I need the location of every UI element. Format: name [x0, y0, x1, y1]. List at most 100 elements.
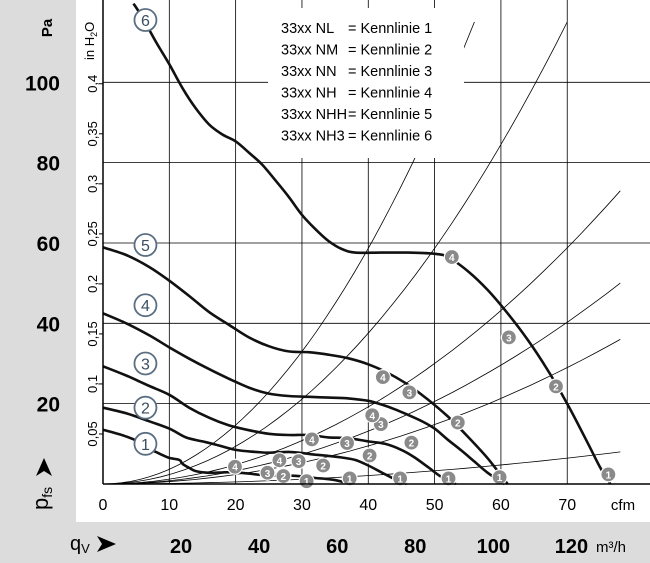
curve-label-circle-4: [133, 293, 158, 318]
cfm-tick-label: 70: [558, 497, 576, 514]
operating-point-marker: [443, 248, 460, 266]
legend-model: 33xx NHH: [281, 107, 347, 123]
left-tick-label: 20: [37, 394, 60, 417]
inner-tick-label: 0,35: [85, 121, 100, 146]
operating-point-marker: [298, 473, 315, 490]
operating-point-marker: [341, 470, 358, 487]
legend-label: = Kennlinie 2: [348, 43, 432, 59]
left-tick-label: 40: [37, 313, 60, 336]
legend: 33xx NL = Kennlinie 1 33xx NM = Kennlinie 2…: [268, 8, 464, 158]
curve-label-circle-5: [133, 233, 158, 257]
y-axis-arrow-icon: [36, 458, 52, 476]
cfm-tick-label: 30: [293, 497, 311, 514]
fan-curve-6: [132, 2, 612, 485]
operating-point-label: 2: [455, 419, 461, 430]
inner-axis-unit-main: in H: [82, 37, 97, 60]
legend-model: 33xx NL: [281, 21, 334, 37]
operating-point-marker: [600, 466, 617, 483]
system-curves: [102, 21, 621, 485]
cfm-tick-label: 10: [160, 497, 178, 514]
system-curve: [103, 451, 621, 485]
left-axis-unit: Pa: [39, 18, 56, 37]
curve-label-circle-2: [133, 395, 158, 420]
fan-curve-3: [102, 365, 457, 486]
operating-point-label: 4: [449, 253, 455, 264]
x-axis-title-sub: V: [81, 541, 90, 556]
inner-tick-label: 0,05: [85, 421, 100, 446]
system-curve: [102, 21, 568, 485]
curve-label-5: 5: [141, 238, 150, 255]
curve-label-3: 3: [141, 356, 150, 373]
operating-point-marker: [403, 434, 420, 451]
curve-label-4: 4: [141, 298, 150, 315]
legend-model: 33xx NH: [281, 86, 337, 102]
curve-label-circle-1: [133, 431, 158, 456]
legend-model: 33xx NN: [281, 64, 337, 80]
operating-point-marker: [364, 407, 381, 424]
operating-point-marker: [259, 464, 276, 481]
system-curve: [102, 339, 621, 485]
inner-axis-unit-sub: 2: [89, 32, 99, 37]
legend-label: = Kennlinie 6: [348, 129, 432, 145]
m3h-tick-label: 100: [477, 536, 510, 558]
legend-label: = Kennlinie 1: [348, 21, 432, 37]
curve-label-1: 1: [141, 437, 150, 454]
operating-point-marker: [361, 447, 378, 464]
inner-tick-label: 0,25: [85, 221, 100, 246]
operating-point-marker: [338, 434, 356, 452]
inner-tick-label: 0,15: [85, 321, 100, 346]
operating-point-label: 1: [397, 474, 403, 485]
legend-label: = Kennlinie 4: [348, 86, 432, 102]
left-tick-label: 80: [37, 153, 60, 176]
operating-point-marker: [226, 458, 244, 475]
y-axis-title-main: p: [28, 498, 53, 510]
operating-point-marker: [449, 414, 466, 431]
operating-point-label: 2: [281, 472, 287, 483]
y-axis-title: pfs: [28, 487, 55, 510]
cfm-tick-label: 60: [492, 497, 510, 514]
curve-label-circle-6: [133, 8, 158, 32]
cfm-tick-label: 0: [99, 497, 108, 514]
operating-point-label: 2: [367, 451, 373, 462]
legend-label: = Kennlinie 5: [348, 107, 432, 123]
operating-point-marker: [315, 457, 332, 474]
operating-point-label: 2: [553, 382, 559, 393]
operating-point-label: 4: [380, 373, 386, 384]
operating-point-label: 2: [409, 439, 415, 450]
x-axis-arrow-icon: [97, 536, 116, 552]
operating-point-marker: [303, 431, 321, 448]
m3h-tick-label: 40: [248, 536, 270, 558]
legend-background: [268, 8, 464, 158]
cfm-axis-ticks: 0 10 20 30 40 50 60 70: [99, 497, 577, 514]
left-axis-panel: [0, 0, 76, 563]
system-curve: [102, 190, 621, 485]
legend-model: 33xx NM: [281, 43, 338, 59]
m3h-tick-label: 80: [404, 536, 426, 558]
operating-point-label: 3: [265, 469, 271, 480]
inner-tick-label: 0,2: [85, 275, 100, 293]
operating-point-label: 4: [369, 411, 375, 422]
y-axis-title-sub: fs: [39, 487, 55, 498]
operating-point-label: 1: [304, 477, 310, 488]
curve-label-6: 6: [141, 13, 150, 30]
operating-point-label: 3: [296, 457, 302, 468]
inner-tick-label: 0,1: [85, 375, 100, 393]
system-curve: [102, 282, 621, 485]
operating-point-label: 1: [347, 474, 353, 485]
m3h-tick-label: 20: [170, 536, 192, 558]
inner-axis-ticks: 0,05 0,1 0,15 0,2 0,25 0,3 0,35 0,4: [85, 75, 103, 447]
cfm-tick-label: 40: [359, 497, 377, 514]
curve-labels: 1 2 3 4 5 6: [133, 8, 158, 456]
operating-point-marker: [374, 369, 391, 386]
inner-axis-unit-tail: O: [82, 22, 97, 32]
operating-point-label: 4: [309, 435, 315, 446]
x-axis-title-main: q: [70, 533, 81, 555]
operating-point-marker: [290, 453, 307, 470]
operating-point-label: 1: [446, 474, 452, 485]
operating-point-label: 1: [497, 473, 503, 484]
operating-point-label: 3: [378, 420, 384, 431]
operating-point-marker: [547, 378, 565, 395]
operating-point-label: 4: [232, 463, 238, 474]
operating-point-marker: [392, 470, 409, 487]
